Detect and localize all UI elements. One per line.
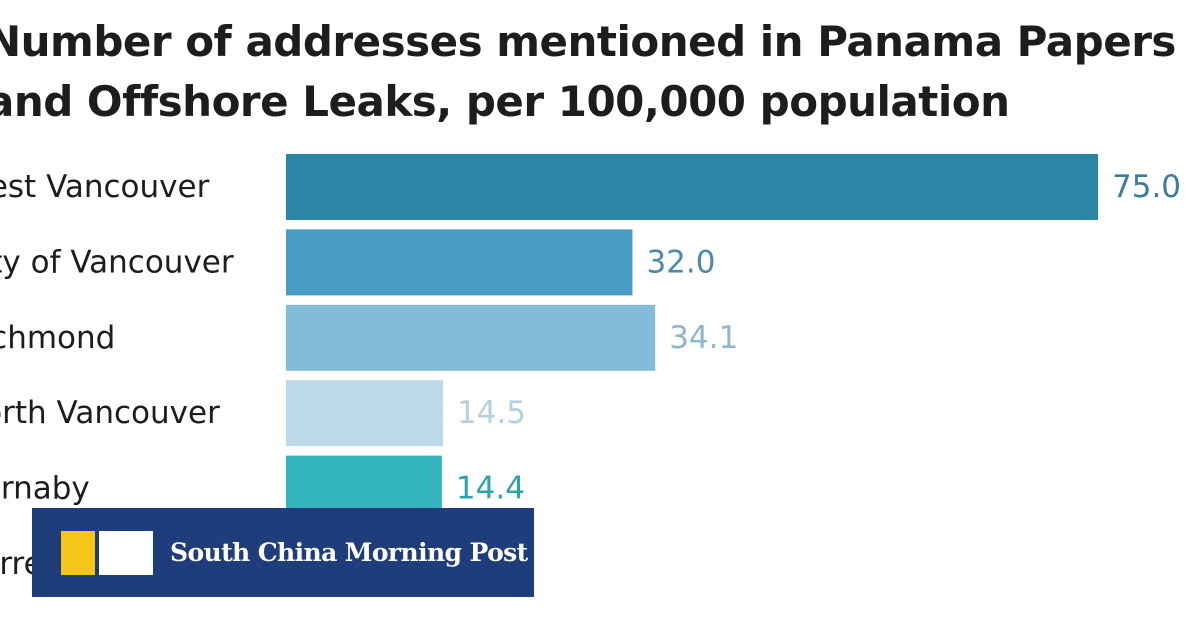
- chart-title: Number of addresses mentioned in Panama …: [0, 12, 1196, 132]
- scmp-brand-badge: South China Morning Post: [32, 508, 534, 597]
- brand-name: South China Morning Post: [170, 538, 528, 567]
- category-label: Burnaby: [0, 471, 90, 507]
- value-label: 32.0: [646, 244, 715, 280]
- category-label: West Vancouver: [0, 169, 210, 205]
- chart-title-line-2: and Offshore Leaks, per 100,000 populati…: [0, 77, 1010, 126]
- value-label: 34.1: [669, 320, 738, 356]
- value-label: 14.4: [456, 471, 525, 507]
- category-label: North Vancouver: [0, 395, 220, 431]
- bar-west-vancouver: [286, 154, 1098, 220]
- category-label: City of Vancouver: [0, 244, 234, 280]
- bar-richmond: [286, 304, 656, 371]
- value-label: 14.5: [457, 395, 526, 431]
- bar-north-vancouver: [286, 380, 443, 447]
- scmp-logo-icon: [61, 530, 153, 575]
- chart-title-line-1: Number of addresses mentioned in Panama …: [0, 17, 1176, 66]
- value-label: 75.0: [1112, 169, 1181, 205]
- category-label: Richmond: [0, 320, 115, 356]
- bar-city-of-vancouver: [286, 229, 633, 296]
